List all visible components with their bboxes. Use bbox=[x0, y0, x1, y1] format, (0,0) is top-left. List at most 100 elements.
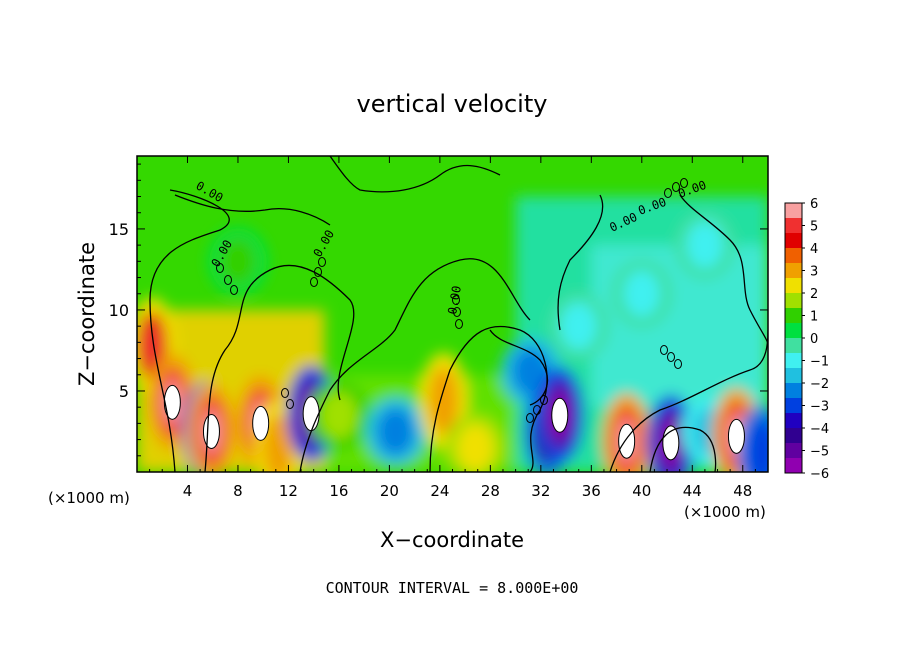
x-tick-label: 44 bbox=[683, 482, 702, 500]
colorbar-swatch bbox=[785, 308, 802, 324]
contour-loop bbox=[526, 413, 534, 423]
zero-contour bbox=[174, 194, 331, 226]
colorbar-swatch bbox=[785, 278, 802, 294]
colorbar-frame bbox=[784, 202, 803, 474]
contour-label: 0.00 bbox=[445, 285, 464, 316]
colorbar-label: 6 bbox=[810, 197, 818, 212]
colorbar-label: 2 bbox=[810, 287, 818, 302]
colorbar-swatch bbox=[785, 458, 802, 474]
colorbar-swatch bbox=[785, 248, 802, 264]
contour-interval-footer: CONTOUR INTERVAL = 8.000E+00 bbox=[326, 579, 579, 597]
y-tick-label: 10 bbox=[109, 301, 129, 320]
colorbar-swatch bbox=[785, 233, 802, 249]
velocity-cell bbox=[308, 381, 369, 450]
colorbar-label: 0 bbox=[810, 332, 818, 347]
contour-loop bbox=[674, 359, 682, 369]
colorbar-swatch bbox=[785, 353, 802, 369]
contour-loop bbox=[281, 388, 289, 398]
contour-loop bbox=[286, 399, 294, 409]
contour-loop bbox=[540, 395, 548, 405]
contour-loop bbox=[216, 263, 224, 273]
colorbar-label: 4 bbox=[810, 242, 818, 257]
colorbar-swatch bbox=[785, 263, 802, 279]
x-tick-label: 4 bbox=[183, 482, 193, 500]
colorbar-swatch bbox=[785, 368, 802, 384]
y-axis-label: Z−coordinate bbox=[75, 242, 99, 386]
plot-area: 0.000.00 0.000.000.000.000.00 bbox=[137, 156, 768, 472]
x-unit-left: (×1000 m) bbox=[48, 489, 130, 507]
zero-contour bbox=[429, 325, 548, 472]
contour-loop bbox=[680, 178, 688, 188]
colorbar-label: −1 bbox=[810, 355, 829, 370]
contour-core bbox=[618, 423, 636, 459]
colorbar-swatch bbox=[785, 323, 802, 339]
colorbar-swatch bbox=[785, 443, 802, 459]
contour-loop bbox=[224, 275, 232, 285]
contour-loop bbox=[318, 257, 326, 267]
x-axis-label: X−coordinate bbox=[380, 528, 524, 552]
zero-contour bbox=[609, 329, 768, 472]
colorbar-label: −4 bbox=[810, 422, 829, 437]
zero-contour bbox=[649, 426, 717, 472]
contour-loop bbox=[230, 285, 238, 295]
colorbar-swatch bbox=[785, 218, 802, 234]
velocity-cell bbox=[674, 211, 735, 280]
colorbar-label: −6 bbox=[810, 467, 829, 482]
velocity-cell bbox=[365, 397, 426, 466]
zero-contour bbox=[299, 258, 531, 472]
velocity-cell bbox=[737, 404, 768, 472]
contour-loop bbox=[452, 295, 460, 305]
velocity-cell bbox=[548, 292, 609, 361]
colorbar-swatch bbox=[785, 428, 802, 444]
zero-contour bbox=[679, 194, 768, 346]
colorbar-swatch bbox=[785, 293, 802, 309]
x-axis-ticks: 4 8 12 16 20 24 28 32 36 40 44 48 bbox=[149, 156, 756, 500]
zero-contour bbox=[329, 156, 501, 193]
contour-loop bbox=[533, 405, 541, 415]
contour-loop bbox=[672, 182, 680, 192]
contour-loop bbox=[314, 267, 322, 277]
colorbar-label: 3 bbox=[810, 265, 818, 280]
y-tick-label: 15 bbox=[109, 220, 129, 239]
x-tick-label: 12 bbox=[279, 482, 298, 500]
colorbar-swatch bbox=[785, 413, 802, 429]
x-tick-label: 48 bbox=[733, 482, 752, 500]
colorbar-label: −2 bbox=[810, 377, 829, 392]
contour-core bbox=[302, 396, 320, 432]
velocity-cell bbox=[207, 227, 268, 296]
contour-loop bbox=[310, 277, 318, 287]
contour-loop bbox=[664, 188, 672, 198]
colorbar-swatch bbox=[785, 203, 802, 219]
x-unit-right: (×1000 m) bbox=[684, 503, 766, 521]
contour-core bbox=[202, 413, 220, 449]
colorbar-swatch bbox=[785, 383, 802, 399]
contour-loop bbox=[455, 319, 463, 329]
contour-loop bbox=[667, 352, 675, 362]
x-tick-label: 40 bbox=[632, 482, 651, 500]
contour-core bbox=[727, 418, 745, 454]
x-tick-label: 28 bbox=[481, 482, 500, 500]
x-tick-label: 20 bbox=[380, 482, 399, 500]
velocity-cell bbox=[611, 259, 672, 328]
x-tick-label: 36 bbox=[582, 482, 601, 500]
colorbar-label: −5 bbox=[810, 445, 829, 460]
colorbar: 6 5 4 3 2 1 0 −1 −2 −3 −4 −5 −6 bbox=[785, 197, 829, 482]
zero-contour bbox=[204, 264, 355, 472]
y-tick-label: 5 bbox=[119, 382, 129, 401]
zero-contour bbox=[557, 194, 604, 331]
x-tick-label: 8 bbox=[233, 482, 243, 500]
chart-title: vertical velocity bbox=[357, 90, 548, 118]
colorbar-swatch bbox=[785, 398, 802, 414]
x-tick-label: 32 bbox=[531, 482, 550, 500]
y-axis-ticks: 5 10 15 bbox=[109, 163, 768, 457]
x-tick-label: 16 bbox=[329, 482, 348, 500]
contour-loop bbox=[660, 345, 668, 355]
colorbar-label: 5 bbox=[810, 220, 818, 235]
colorbar-label: 1 bbox=[810, 310, 818, 325]
colorbar-swatch bbox=[785, 338, 802, 354]
colorbar-label: −3 bbox=[810, 400, 829, 415]
velocity-cell bbox=[445, 413, 506, 472]
contour-loop bbox=[453, 307, 461, 317]
contour-core bbox=[551, 397, 569, 433]
x-tick-label: 24 bbox=[430, 482, 449, 500]
